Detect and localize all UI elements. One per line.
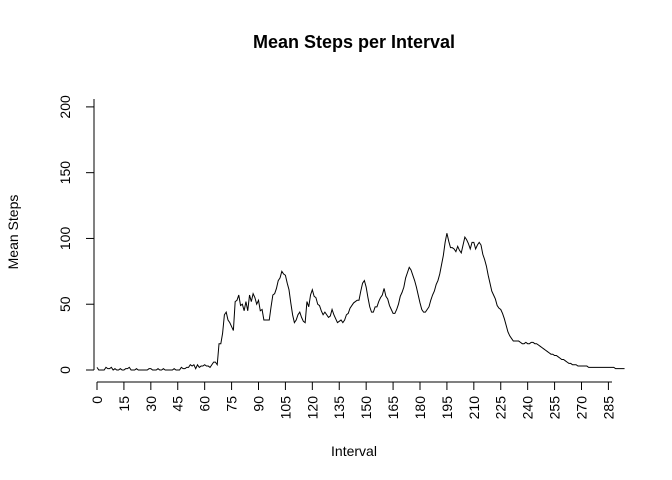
x-tick-label: 60 — [197, 396, 213, 412]
x-tick-label: 240 — [520, 396, 536, 420]
y-tick-label: 0 — [57, 366, 73, 374]
x-axis-label: Interval — [331, 443, 377, 459]
y-tick-label: 50 — [57, 296, 73, 312]
x-tick-label: 255 — [547, 396, 563, 420]
x-tick-label: 165 — [385, 396, 401, 420]
x-tick-label: 15 — [116, 396, 132, 412]
y-tick-label: 100 — [57, 227, 73, 251]
x-tick-label: 225 — [493, 396, 509, 420]
y-tick-label: 200 — [57, 95, 73, 119]
x-tick-label: 105 — [277, 396, 293, 420]
x-tick-label: 75 — [224, 396, 240, 412]
y-axis-label: Mean Steps — [5, 195, 21, 270]
x-tick-label: 270 — [573, 396, 589, 420]
x-tick-label: 120 — [304, 396, 320, 420]
x-tick-label: 45 — [170, 396, 186, 412]
y-axis-ticks: 0 50 100 150 200 — [57, 95, 94, 374]
chart-title: Mean Steps per Interval — [253, 32, 455, 52]
y-tick-label: 150 — [57, 161, 73, 185]
x-tick-label: 195 — [439, 396, 455, 420]
x-tick-label: 90 — [250, 396, 266, 412]
x-tick-label: 30 — [143, 396, 159, 412]
series-line — [96, 233, 625, 371]
x-tick-label: 150 — [358, 396, 374, 420]
x-tick-label: 210 — [466, 396, 482, 420]
x-tick-label: 285 — [600, 396, 616, 420]
x-axis-ticks: 0 15 30 45 60 75 90 105 120 135 150 165 180 195 210 225… — [89, 382, 616, 419]
x-tick-label: 180 — [412, 396, 428, 420]
x-tick-label: 135 — [331, 396, 347, 420]
x-tick-label: 0 — [89, 396, 105, 404]
